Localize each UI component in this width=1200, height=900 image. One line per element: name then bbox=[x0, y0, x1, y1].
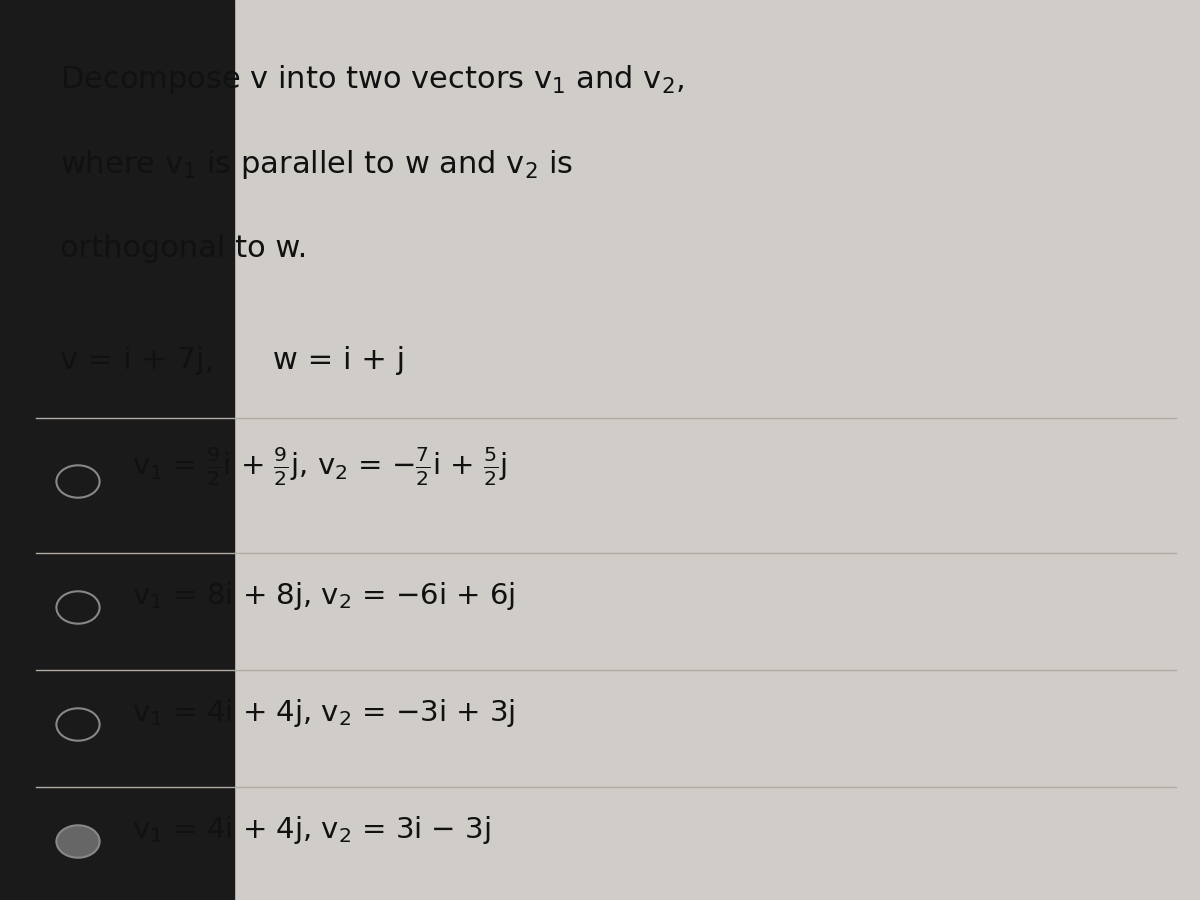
Text: orthogonal to w.: orthogonal to w. bbox=[60, 234, 307, 263]
Text: v$_1$ = 4i + 4j, v$_2$ = 3i $-$ 3j: v$_1$ = 4i + 4j, v$_2$ = 3i $-$ 3j bbox=[132, 814, 491, 847]
Text: where v$_1$ is parallel to w and v$_2$ is: where v$_1$ is parallel to w and v$_2$ i… bbox=[60, 148, 574, 182]
Text: Decompose v into two vectors v$_1$ and v$_2$,: Decompose v into two vectors v$_1$ and v… bbox=[60, 63, 684, 96]
Text: v = i + 7j,      w = i + j: v = i + 7j, w = i + j bbox=[60, 346, 406, 375]
Text: v$_1$ = 4i + 4j, v$_2$ = $-$3i + 3j: v$_1$ = 4i + 4j, v$_2$ = $-$3i + 3j bbox=[132, 698, 515, 730]
Circle shape bbox=[56, 825, 100, 858]
Text: v$_1$ = 8i + 8j, v$_2$ = $-$6i + 6j: v$_1$ = 8i + 8j, v$_2$ = $-$6i + 6j bbox=[132, 580, 515, 613]
Text: v$_1$ = $\frac{9}{2}$i + $\frac{9}{2}$j, v$_2$ = $-\frac{7}{2}$i + $\frac{5}{2}$: v$_1$ = $\frac{9}{2}$i + $\frac{9}{2}$j,… bbox=[132, 446, 508, 488]
